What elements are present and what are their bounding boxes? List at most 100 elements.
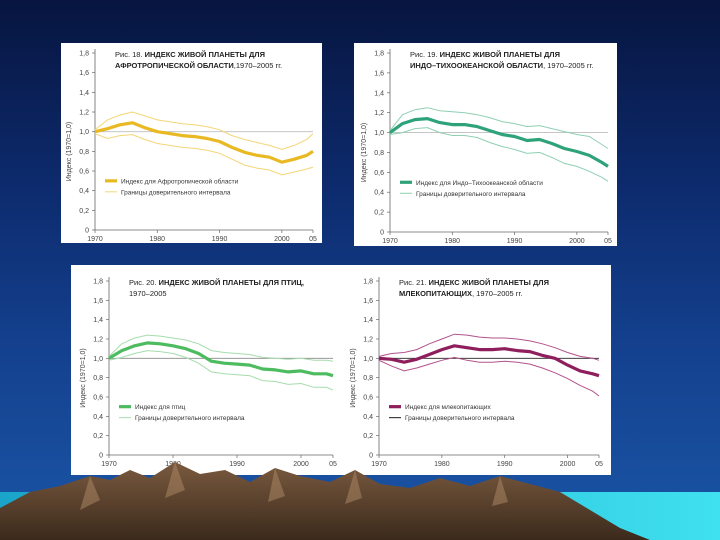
lower-bound-line xyxy=(94,133,314,176)
legend-index-label: Индекс для Афротропической области xyxy=(121,177,239,185)
y-tick-label: 0,6 xyxy=(93,395,103,402)
x-tick-label: 2000 xyxy=(569,238,585,245)
chart-title-line2: ИНДО–ТИХООКЕАНСКОЙ ОБЛАСТИ, 1970–2005 гг… xyxy=(410,61,594,70)
indopacific-chart: 0 0,2 0,4 0,6 0,8 1,0 1,2 1,4 1,6 1,8 1970 1980 1990… xyxy=(361,49,612,245)
y-tick-label: 1,4 xyxy=(93,317,103,324)
index-line xyxy=(389,116,609,168)
chart-title-region: МЛЕКОПИТАЮЩИХ xyxy=(399,289,472,298)
chart-title-main: ИНДЕКС ЖИВОЙ ПЛАНЕТЫ ДЛЯ xyxy=(429,278,549,287)
chart-title-years: ,1970–2005 гг. xyxy=(234,61,282,70)
y-tick-label: 1,6 xyxy=(363,298,373,305)
y-tick-label: 0,4 xyxy=(374,190,384,197)
y-tick-label: 1,4 xyxy=(363,317,373,324)
y-tick-label: 1,8 xyxy=(374,51,384,58)
y-tick-label: 1,0 xyxy=(93,356,103,363)
y-tick-label: 0,8 xyxy=(93,375,103,382)
y-tick-label: 1,2 xyxy=(374,110,384,117)
chart-title-line1: Рис. 18. ИНДЕКС ЖИВОЙ ПЛАНЕТЫ ДЛЯ xyxy=(115,50,265,59)
y-tick-label: 1,6 xyxy=(93,298,103,305)
chart-title-prefix: Рис. 19. xyxy=(410,50,440,59)
legend-index-label: Индекс для млекопитающих xyxy=(405,404,491,411)
y-tick-label: 0,6 xyxy=(79,169,89,176)
y-tick-label: 0 xyxy=(380,230,384,237)
x-tick-label: 1970 xyxy=(382,238,398,245)
x-tick-label: 1980 xyxy=(149,236,165,243)
index-line xyxy=(94,121,314,164)
y-tick-label: 0,4 xyxy=(363,414,373,421)
upper-bound-line xyxy=(108,334,334,362)
lower-bound-line xyxy=(389,127,609,182)
x-tick-label: 1970 xyxy=(101,461,117,468)
y-tick-label: 0 xyxy=(99,453,103,460)
x-tick-label: 1970 xyxy=(87,236,103,243)
x-tick-label: 1990 xyxy=(229,461,245,468)
x-tick-label: 1990 xyxy=(212,236,228,243)
chart-title-prefix: Рис. 18. xyxy=(115,50,145,59)
x-tick-label: 05 xyxy=(604,238,612,245)
chart-title-line1: Рис. 19. ИНДЕКС ЖИВОЙ ПЛАНЕТЫ ДЛЯ xyxy=(410,50,560,59)
index-line xyxy=(378,344,600,378)
x-tick-label: 1980 xyxy=(434,461,450,468)
legend-index-label: Индекс для Индо–Тихоокеанской области xyxy=(416,179,543,187)
y-tick-label: 0,8 xyxy=(363,375,373,382)
lower-bound-line xyxy=(108,350,334,391)
y-tick-label: 1,2 xyxy=(363,337,373,344)
chart-title-region: АФРОТРОПИЧЕСКОЙ ОБЛАСТИ xyxy=(115,61,234,70)
y-axis-label: Индекс (1970=1,0) xyxy=(66,122,73,182)
chart-panel-indopacific: 0 0,2 0,4 0,6 0,8 1,0 1,2 1,4 1,6 1,8 1970 1980 1990… xyxy=(354,43,617,246)
x-tick-label: 1990 xyxy=(497,461,513,468)
chart-title-main: ИНДЕКС ЖИВОЙ ПЛАНЕТЫ ДЛЯ xyxy=(145,50,265,59)
y-tick-label: 0,6 xyxy=(374,170,384,177)
y-tick-label: 0,2 xyxy=(363,433,373,440)
lower-bound-line xyxy=(378,356,600,397)
y-tick-label: 1,8 xyxy=(79,51,89,58)
x-tick-label: 1990 xyxy=(507,238,523,245)
y-tick-label: 1,0 xyxy=(79,129,89,136)
chart-title-region: ИНДО–ТИХООКЕАНСКОЙ ОБЛАСТИ xyxy=(410,61,543,70)
y-tick-label: 0,6 xyxy=(363,395,373,402)
chart-title-main: ИНДЕКС ЖИВОЙ ПЛАНЕТЫ ДЛЯ ПТИЦ, xyxy=(159,278,304,287)
legend-bounds-label: Границы доверительного интервала xyxy=(135,415,245,422)
chart-title-line2: МЛЕКОПИТАЮЩИХ, 1970–2005 гг. xyxy=(399,289,522,298)
chart-title-line1: Рис. 21. ИНДЕКС ЖИВОЙ ПЛАНЕТЫ ДЛЯ xyxy=(399,278,549,287)
y-tick-label: 1,6 xyxy=(79,70,89,77)
chart-title-prefix: Рис. 21. xyxy=(399,278,429,287)
chart-panel-mammals: 0 0,2 0,4 0,6 0,8 1,0 1,2 1,4 1,6 1,8 1970 1980 1990… xyxy=(341,265,611,475)
chart-title-line2: АФРОТРОПИЧЕСКОЙ ОБЛАСТИ,1970–2005 гг. xyxy=(115,61,282,70)
y-tick-label: 0 xyxy=(369,453,373,460)
x-tick-label: 2000 xyxy=(293,461,309,468)
y-tick-label: 1,4 xyxy=(79,90,89,97)
chart-title-years: , 1970–2005 гг. xyxy=(543,61,593,70)
y-tick-label: 0,2 xyxy=(79,208,89,215)
y-tick-label: 0,8 xyxy=(374,150,384,157)
y-tick-label: 0 xyxy=(85,228,89,235)
chart-panel-birds: 00,20,40,60,81,01,21,41,61,8197019801990… xyxy=(71,265,341,475)
x-tick-label: 05 xyxy=(309,236,317,243)
y-tick-label: 1,6 xyxy=(374,70,384,77)
y-tick-label: 0,2 xyxy=(374,210,384,217)
mammals-chart: 0 0,2 0,4 0,6 0,8 1,0 1,2 1,4 1,6 1,8 1970 1980 1990… xyxy=(350,277,603,468)
legend-bounds-label: Границы доверительного интервала xyxy=(416,191,526,198)
index-line xyxy=(108,341,334,378)
legend-index-label: Индекс для птиц xyxy=(135,404,186,411)
legend-bounds-label: Границы доверительного интервала xyxy=(405,415,515,422)
mountain-landscape xyxy=(0,462,720,540)
y-tick-label: 0,4 xyxy=(93,414,103,421)
x-tick-label: 2000 xyxy=(560,461,576,468)
chart-title-line1: Рис. 20. ИНДЕКС ЖИВОЙ ПЛАНЕТЫ ДЛЯ ПТИЦ, xyxy=(129,278,304,287)
y-tick-label: 1,8 xyxy=(363,279,373,286)
legend-bounds-label: Границы доверительного интервала xyxy=(121,189,231,196)
y-tick-label: 0,4 xyxy=(79,188,89,195)
y-tick-label: 1,0 xyxy=(363,356,373,363)
y-axis-label: Индекс (1970=1,0) xyxy=(361,123,368,183)
birds-chart: 00,20,40,60,81,01,21,41,61,8197019801990… xyxy=(80,277,337,468)
x-tick-label: 05 xyxy=(595,461,603,468)
chart-title-years: 1970–2005 xyxy=(129,289,167,298)
y-tick-label: 1,2 xyxy=(79,110,89,117)
y-axis-label: Индекс (1970=1,0) xyxy=(350,348,357,408)
y-axis-label: Индекс (1970=1,0) xyxy=(80,348,87,408)
x-tick-label: 1980 xyxy=(444,238,460,245)
y-tick-label: 1,8 xyxy=(93,279,103,286)
upper-bound-line xyxy=(378,333,600,361)
y-tick-label: 1,4 xyxy=(374,90,384,97)
